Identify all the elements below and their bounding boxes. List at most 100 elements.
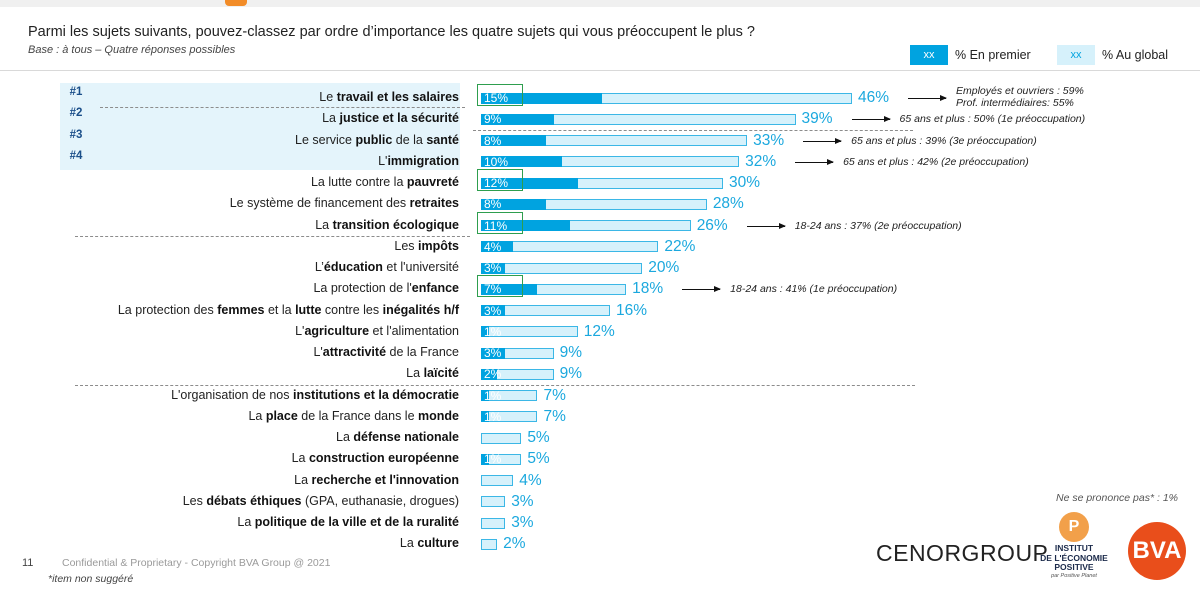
bar-first — [481, 241, 514, 253]
highlight-box — [477, 211, 523, 234]
top-bar — [0, 0, 1200, 7]
value-label-first: 11% — [484, 218, 508, 233]
value-label-first: 1% — [484, 388, 502, 403]
value-label-first: 7% — [484, 282, 502, 297]
value-label-first: 1% — [484, 409, 502, 424]
page-subtitle: Base : à tous – Quatre réponses possible… — [28, 44, 236, 56]
value-label-first: 4% — [484, 239, 502, 254]
highlight-box — [477, 169, 523, 191]
category-label: Les débats éthiques (GPA, euthanasie, dr… — [182, 493, 459, 508]
value-label-first: 12% — [484, 176, 509, 190]
highlight-box — [477, 84, 523, 106]
annotation-arrow — [682, 286, 722, 293]
header-divider — [0, 70, 1200, 71]
category-label: La défense nationale — [336, 430, 459, 444]
iep-logo-small: par Positive Planet — [1051, 572, 1097, 579]
value-label-global: 22% — [664, 237, 696, 255]
value-label-global: 39% — [801, 110, 833, 128]
bar-first — [481, 390, 490, 401]
value-label-global: 46% — [858, 89, 890, 106]
value-label-global: 7% — [543, 386, 566, 404]
separator-top3 — [473, 130, 913, 131]
iep-logo-line-3: POSITIVE — [1054, 562, 1094, 572]
value-label-global: 26% — [696, 216, 728, 234]
annotation-text: 65 ans et plus : 42% (2e préoccupation) — [843, 155, 1029, 168]
value-label-global: 9% — [559, 344, 582, 361]
legend-first-swatch: xx — [910, 45, 948, 65]
annotation-text: 65 ans et plus : 50% (1e préoccupation) — [899, 113, 1086, 126]
page-title: Parmi les sujets suivants, pouvez-classe… — [28, 24, 755, 40]
iep-logo: P INSTITUT DE L'ÉCONOMIE POSITIVE par Po… — [1038, 512, 1110, 579]
value-label-global: 20% — [648, 259, 680, 276]
value-label-first: 3% — [484, 346, 502, 360]
category-label: L’éducation et l'université — [314, 260, 459, 274]
category-label: Le service public de la santé — [295, 132, 459, 147]
value-label-global: 9% — [559, 365, 582, 383]
annotation-arrow — [908, 95, 947, 101]
bar-first — [481, 326, 490, 338]
value-label-global: 30% — [728, 174, 760, 191]
bar-first — [481, 453, 490, 465]
bar-global — [481, 432, 522, 444]
category-label: L'organisation de nos institutions et la… — [171, 387, 459, 402]
value-label-first: 3% — [484, 261, 502, 275]
category-label: La politique de la ville et de la rurali… — [237, 515, 459, 529]
rank-2: #2 — [69, 107, 83, 119]
value-label-first: 10% — [484, 154, 509, 169]
annotation-text: 65 ans et plus : 39% (3e préoccupation) — [851, 134, 1037, 147]
category-label: L'immigration — [378, 153, 459, 168]
value-label-global: 33% — [753, 131, 785, 149]
value-label-global: 16% — [616, 301, 648, 319]
category-label: L'agriculture et l'alimentation — [295, 323, 459, 338]
legend-first: xx % En premier — [910, 45, 1031, 65]
separator-group-1 — [75, 236, 470, 237]
bar-first — [481, 347, 506, 359]
annotation-arrow — [746, 222, 786, 229]
footnote: *item non suggéré — [48, 573, 134, 585]
annotation-arrow — [795, 158, 835, 165]
bar-first — [481, 177, 578, 189]
category-label: La transition écologique — [315, 217, 459, 232]
value-label-global: 18% — [632, 280, 664, 298]
value-label-global: 3% — [511, 514, 534, 531]
bva-logo: BVA — [1128, 522, 1186, 580]
bar-first — [481, 113, 554, 125]
category-label: Le travail et les salaires — [319, 90, 459, 104]
category-label: La protection des femmes et la lutte con… — [117, 302, 459, 317]
value-label-global: 3% — [511, 492, 534, 510]
separator-rank-1 — [100, 107, 465, 108]
legend-global-label: % Au global — [1102, 48, 1169, 62]
bar-first — [481, 411, 490, 423]
bar-first — [481, 198, 546, 210]
bar-first — [481, 262, 506, 274]
rank-4: #4 — [69, 150, 83, 162]
value-label-global: 5% — [527, 429, 550, 446]
category-label: Les impôts — [394, 238, 459, 253]
bar-first — [481, 368, 498, 380]
bar-global — [481, 538, 498, 550]
page-number: 11 — [22, 557, 34, 569]
top-four-highlight — [60, 83, 460, 170]
value-label-first: 1% — [484, 324, 502, 339]
iep-logo-line-2: DE L'ÉCONOMIE — [1040, 552, 1108, 563]
bar-first — [481, 220, 570, 231]
bar-first — [481, 92, 602, 104]
separator-group-2 — [75, 385, 915, 386]
orange-accent — [225, 0, 247, 6]
bar-first — [481, 305, 506, 316]
annotation-text: 18-24 ans : 41% (1e préoccupation) — [730, 283, 898, 296]
rank-3: #3 — [69, 129, 83, 141]
highlight-box — [477, 275, 523, 298]
bar-global — [481, 262, 643, 274]
category-label: La protection de l'enfance — [313, 281, 459, 296]
annotation-text: Employés et ouvriers : 59% Prof. interméd… — [956, 85, 1084, 109]
value-label-first: 3% — [484, 303, 502, 318]
bar-first — [481, 283, 538, 295]
value-label-global: 7% — [543, 407, 566, 425]
annotation-text: 18-24 ans : 37% (2e préoccupation) — [794, 219, 962, 232]
category-label: La lutte contre la pauvreté — [310, 175, 459, 189]
category-label: La laïcité — [406, 366, 459, 381]
annotation-arrow — [851, 116, 891, 123]
value-label-global: 12% — [583, 322, 615, 340]
value-label-global: 28% — [712, 195, 744, 213]
